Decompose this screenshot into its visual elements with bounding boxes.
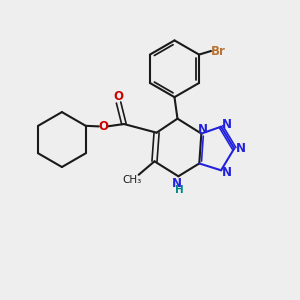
Text: N: N bbox=[236, 142, 246, 155]
Text: H: H bbox=[175, 185, 184, 195]
Text: CH₃: CH₃ bbox=[122, 175, 141, 185]
Text: Br: Br bbox=[211, 44, 226, 58]
Text: O: O bbox=[113, 90, 124, 103]
Text: N: N bbox=[198, 124, 208, 136]
Text: O: O bbox=[98, 120, 108, 133]
Text: N: N bbox=[221, 118, 231, 131]
Text: N: N bbox=[221, 166, 231, 179]
Text: N: N bbox=[172, 177, 182, 190]
